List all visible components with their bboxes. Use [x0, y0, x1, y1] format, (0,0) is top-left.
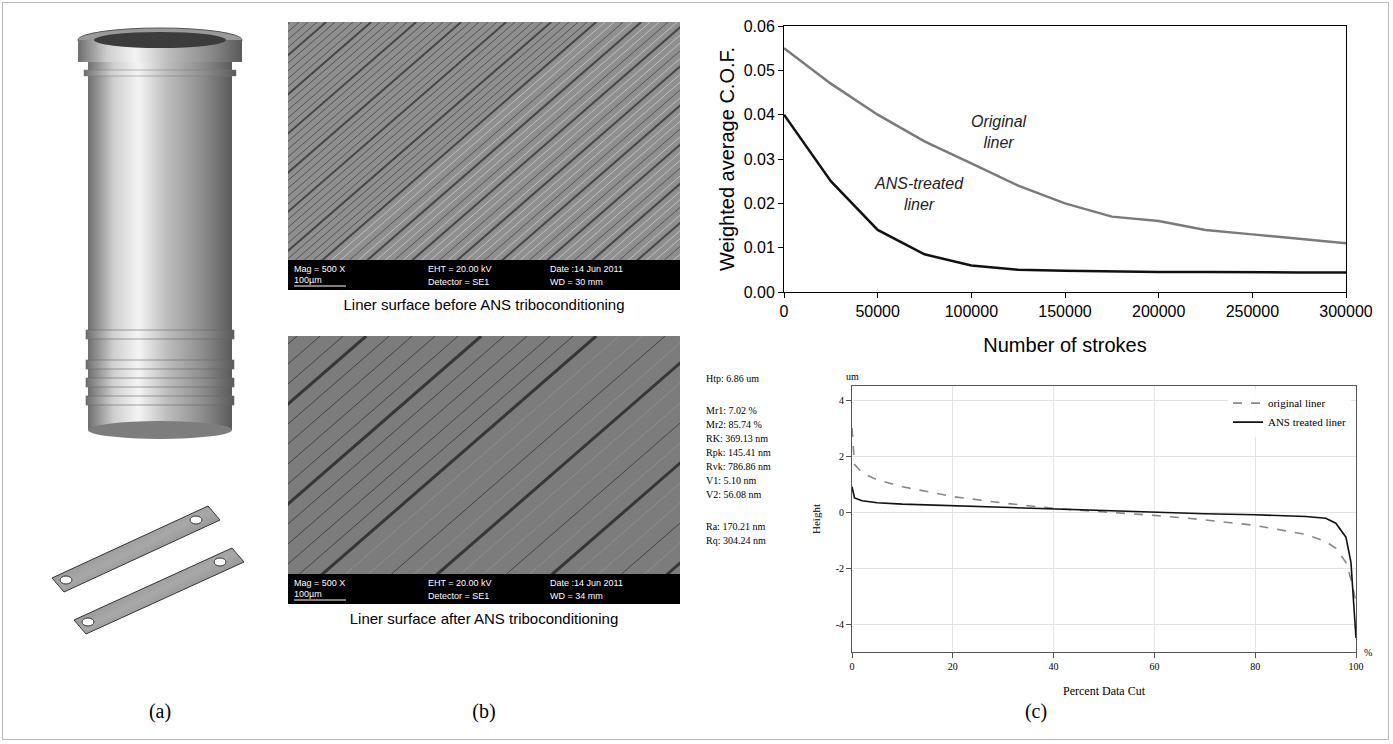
- svg-text:Number of strokes: Number of strokes: [983, 334, 1146, 356]
- html-text:Mr1: 7.02 %: Mr1: 7.02 %: [706, 405, 757, 416]
- svg-text:100000: 100000: [945, 303, 998, 320]
- html-text:Liner surface after ANS triboc: Liner surface after ANS triboconditionin…: [349, 610, 619, 627]
- svg-text:Date :14 Jun 2011: Date :14 Jun 2011: [550, 578, 623, 588]
- svg-text:50000: 50000: [855, 303, 900, 320]
- svg-text:Height: Height: [810, 504, 822, 534]
- html-text:V1: 5.10 nm: V1: 5.10 nm: [706, 475, 757, 486]
- svg-text:100µm: 100µm: [294, 589, 322, 599]
- svg-text:ANS treated liner: ANS treated liner: [1268, 416, 1346, 428]
- svg-text:0.05: 0.05: [744, 62, 775, 79]
- svg-text:150000: 150000: [1038, 303, 1091, 320]
- svg-text:original liner: original liner: [1268, 397, 1325, 409]
- html-text:RK: 369.13 nm: RK: 369.13 nm: [706, 433, 768, 444]
- svg-text:-2: -2: [836, 563, 844, 574]
- svg-text:0.03: 0.03: [744, 151, 775, 168]
- svg-text:EHT = 20.00 kV: EHT = 20.00 kV: [428, 578, 492, 588]
- svg-text:2: 2: [839, 451, 844, 462]
- html-text:(c): (c): [1024, 700, 1048, 722]
- html-text:(b): (b): [472, 700, 496, 722]
- svg-text:Detector = SE1: Detector = SE1: [428, 591, 489, 601]
- svg-text:Date :14 Jun 2011: Date :14 Jun 2011: [550, 264, 623, 274]
- svg-text:Weighted average C.O.F.: Weighted average C.O.F.: [716, 47, 738, 271]
- svg-text:WD = 34 mm: WD = 34 mm: [550, 591, 603, 601]
- svg-text:Detector = SE1: Detector = SE1: [428, 277, 489, 287]
- svg-text:Mag = 500 X: Mag = 500 X: [294, 578, 345, 588]
- svg-text:0: 0: [839, 507, 844, 518]
- html-text:Htp: 6.86 um: Htp: 6.86 um: [706, 373, 760, 384]
- html-text:V2: 56.08 nm: V2: 56.08 nm: [706, 489, 762, 500]
- svg-text:300000: 300000: [1319, 303, 1372, 320]
- html-text:Rpk: 145.41 nm: Rpk: 145.41 nm: [706, 447, 771, 458]
- svg-text:0.01: 0.01: [744, 239, 775, 256]
- svg-text:40: 40: [1049, 661, 1059, 672]
- html-text:Mr2: 85.74 %: Mr2: 85.74 %: [706, 419, 762, 430]
- svg-text:0.06: 0.06: [744, 18, 775, 35]
- svg-text:0.02: 0.02: [744, 195, 775, 212]
- html-text:(a): (a): [148, 700, 172, 722]
- html-text:Ra: 170.21 nm: Ra: 170.21 nm: [706, 521, 766, 532]
- svg-text:100µm: 100µm: [294, 275, 322, 285]
- svg-text:4: 4: [839, 395, 844, 406]
- html-text:Liner surface before ANS tribo: Liner surface before ANS triboconditioni…: [343, 296, 625, 313]
- svg-text:-4: -4: [836, 619, 844, 630]
- svg-text:Mag = 500 X: Mag = 500 X: [294, 264, 345, 274]
- svg-text:%: %: [1364, 647, 1372, 658]
- svg-text:200000: 200000: [1132, 303, 1185, 320]
- svg-text:Percent Data Cut: Percent Data Cut: [1063, 684, 1146, 698]
- svg-text:0.04: 0.04: [744, 106, 775, 123]
- svg-text:um: um: [846, 371, 859, 382]
- svg-text:WD = 30 mm: WD = 30 mm: [550, 277, 603, 287]
- svg-text:20: 20: [948, 661, 958, 672]
- html-text:Rvk: 786.86 nm: Rvk: 786.86 nm: [706, 461, 771, 472]
- svg-text:Originalliner: Originalliner: [971, 113, 1027, 151]
- svg-text:80: 80: [1250, 661, 1260, 672]
- svg-text:100: 100: [1349, 661, 1364, 672]
- svg-text:ANS-treatedliner: ANS-treatedliner: [874, 175, 964, 213]
- svg-text:EHT = 20.00 kV: EHT = 20.00 kV: [428, 264, 492, 274]
- svg-text:0: 0: [780, 303, 789, 320]
- html-text:Rq: 304.24 nm: Rq: 304.24 nm: [706, 535, 766, 546]
- svg-text:60: 60: [1149, 661, 1159, 672]
- svg-text:0: 0: [850, 661, 855, 672]
- svg-text:0.00: 0.00: [744, 284, 775, 301]
- svg-text:250000: 250000: [1226, 303, 1279, 320]
